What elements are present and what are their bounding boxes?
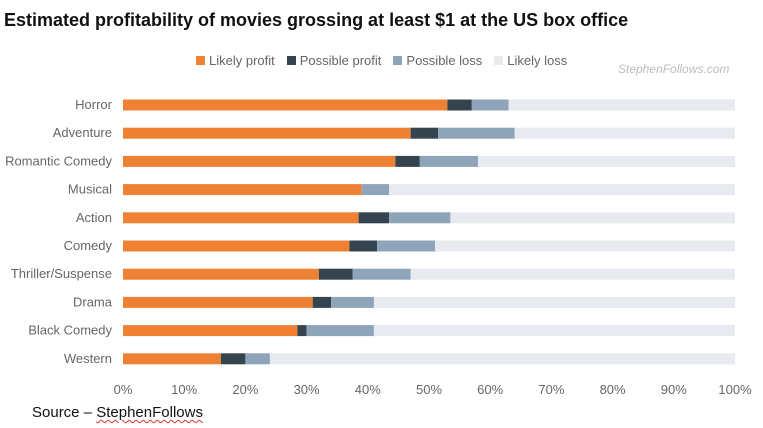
source-note: Source – StephenFollows [32, 404, 203, 421]
category-label-musical: Musical [68, 182, 112, 197]
bar-horror-possible-profit [447, 99, 472, 111]
bar-adventure-likely-loss [514, 127, 735, 139]
bar-action-possible-loss [389, 212, 451, 224]
category-label-horror: Horror [75, 97, 113, 112]
legend-swatch-likely-loss [494, 55, 504, 65]
legend-label-possible-profit: Possible profit [299, 52, 382, 68]
legend-item-possible-loss: Possible loss [393, 53, 482, 68]
legend-swatch-likely-profit [196, 55, 205, 65]
bar-comedy-likely-loss [435, 240, 735, 252]
bar-romantic-comedy-possible-profit [395, 155, 420, 167]
bar-romantic-comedy-likely-profit [123, 155, 396, 167]
bar-romantic-comedy-possible-loss [419, 155, 478, 167]
bar-action-possible-profit [358, 212, 390, 224]
bar-black-comedy-possible-loss [306, 325, 374, 337]
bar-western-likely-loss [269, 353, 735, 365]
x-tick-label: 90% [661, 382, 687, 397]
bar-drama-possible-profit [312, 296, 332, 308]
category-label-black-comedy: Black Comedy [28, 323, 112, 338]
legend-label-likely-profit: Likely profit [209, 52, 275, 68]
bar-musical-possible-loss [361, 184, 390, 196]
bar-thriller-suspense-possible-profit [318, 268, 353, 280]
legend-label-likely-loss: Likely loss [507, 52, 568, 68]
legend-item-possible-profit: Possible profit [286, 52, 382, 68]
chart-legend: Likely profit Possible profit Possible l… [196, 51, 579, 69]
x-tick-label: 30% [294, 382, 320, 397]
bar-thriller-suspense-likely-profit [123, 268, 319, 280]
category-label-romantic-comedy: Romantic Comedy [5, 153, 112, 168]
x-tick-label: 20% [232, 382, 258, 397]
bar-western-possible-loss [245, 353, 270, 365]
legend-item-likely-profit: Likely profit [196, 53, 275, 68]
bar-western-likely-profit [123, 353, 221, 365]
category-label-thriller-suspense: Thriller/Suspense [11, 266, 112, 281]
x-tick-label: 70% [538, 382, 564, 397]
x-tick-label: 40% [355, 382, 381, 397]
x-tick-label: 100% [718, 382, 752, 397]
bar-horror-likely-loss [508, 99, 735, 111]
x-tick-label: 80% [600, 382, 626, 397]
source-link[interactable]: StephenFollows [96, 404, 203, 421]
bar-horror-possible-loss [471, 99, 509, 111]
category-label-drama: Drama [73, 294, 113, 309]
bar-western-possible-profit [220, 353, 246, 365]
category-label-comedy: Comedy [64, 238, 113, 253]
chart-title: Estimated profitability of movies grossi… [4, 10, 629, 30]
category-label-western: Western [64, 351, 112, 366]
legend-label-possible-loss: Possible loss [406, 52, 483, 68]
bar-musical-likely-profit [123, 184, 362, 196]
x-tick-label: 0% [114, 382, 133, 397]
bar-adventure-possible-profit [410, 127, 439, 139]
bar-romantic-comedy-likely-loss [477, 155, 735, 167]
bar-adventure-likely-profit [123, 127, 411, 139]
category-label-action: Action [76, 210, 112, 225]
legend-item-likely-loss: Likely loss [494, 53, 567, 68]
legend-swatch-possible-loss [393, 55, 403, 65]
bar-drama-likely-profit [123, 296, 313, 308]
bar-musical-likely-loss [389, 184, 735, 196]
bar-thriller-suspense-possible-loss [352, 268, 411, 280]
bar-action-likely-loss [450, 212, 735, 224]
source-prefix: Source – [32, 404, 97, 421]
bar-thriller-suspense-likely-loss [410, 268, 735, 280]
x-tick-label: 60% [477, 382, 503, 397]
bar-comedy-possible-profit [349, 240, 377, 252]
bar-black-comedy-possible-profit [297, 325, 307, 337]
bar-comedy-possible-loss [376, 240, 436, 252]
bar-horror-likely-profit [123, 99, 448, 111]
bar-comedy-likely-profit [123, 240, 350, 252]
watermark: StephenFollows.com [618, 62, 730, 76]
legend-swatch-possible-profit [286, 55, 296, 65]
bar-black-comedy-likely-loss [373, 325, 735, 337]
x-tick-label: 50% [416, 382, 442, 397]
bar-black-comedy-likely-profit [123, 325, 298, 337]
category-label-adventure: Adventure [53, 125, 112, 140]
bar-adventure-possible-loss [438, 127, 515, 139]
bar-drama-possible-loss [331, 296, 374, 308]
x-tick-label: 10% [171, 382, 197, 397]
bar-drama-likely-loss [373, 296, 735, 308]
bar-action-likely-profit [123, 212, 359, 224]
